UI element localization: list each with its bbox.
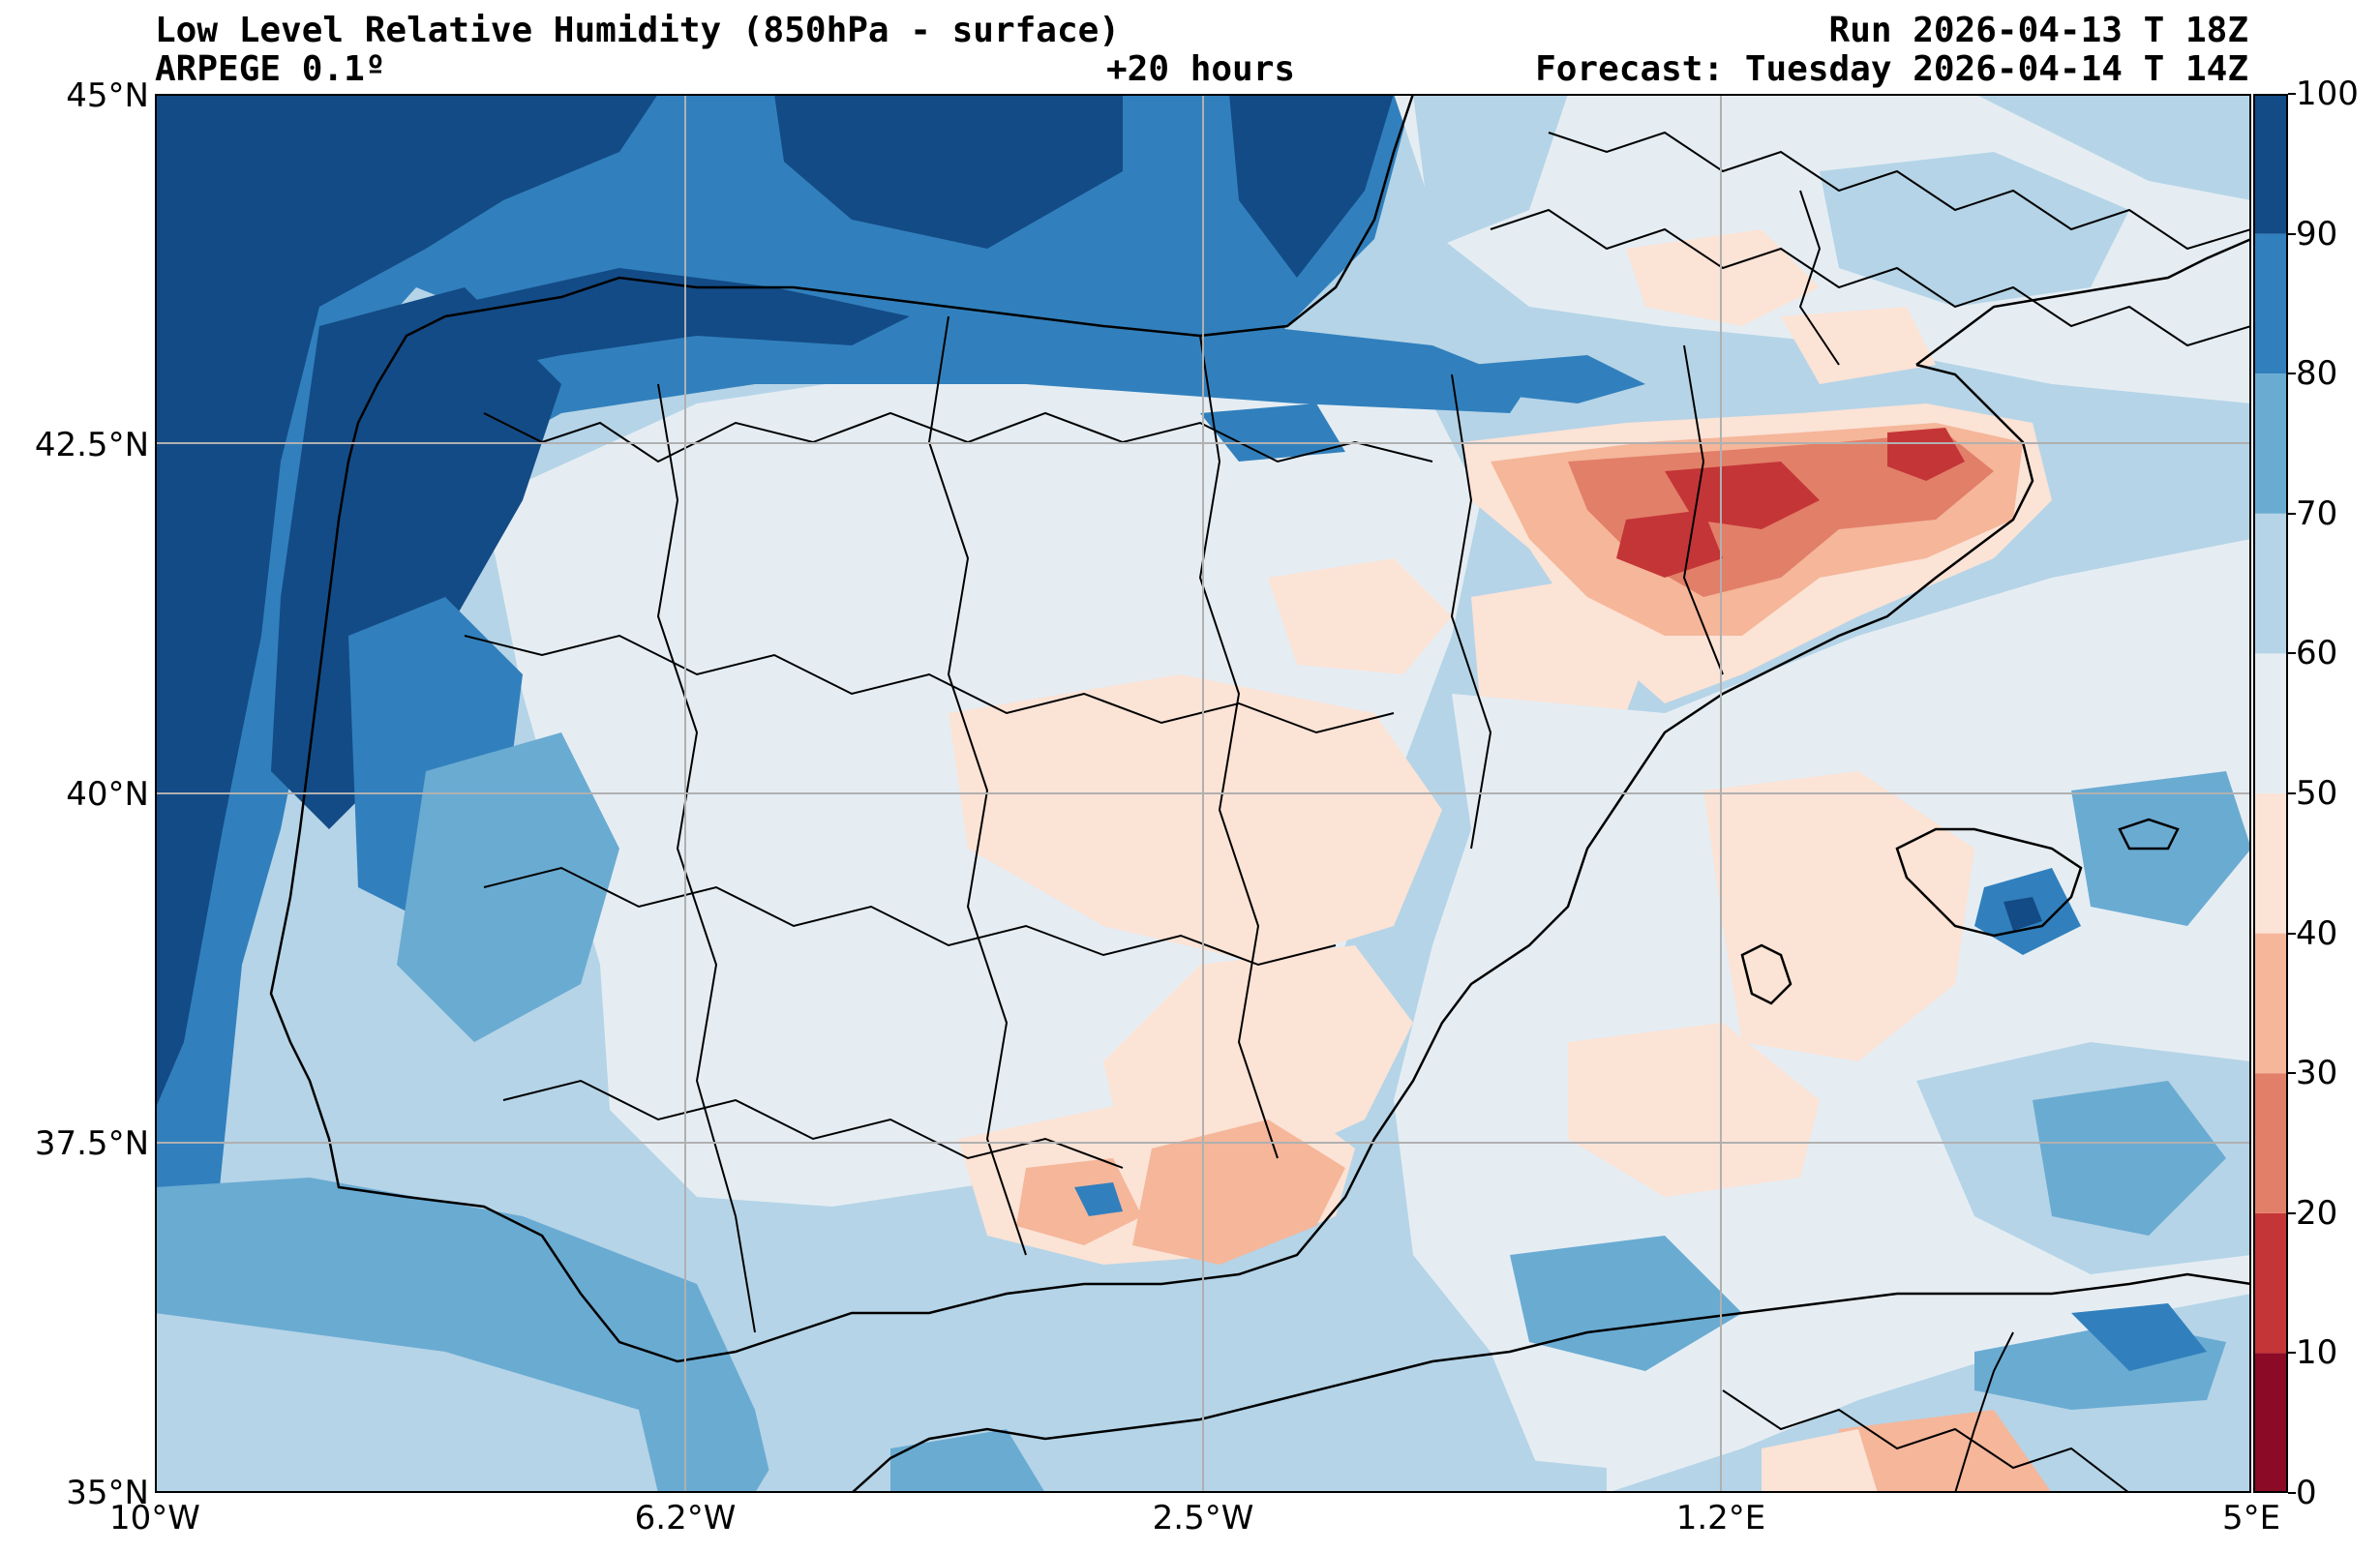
lat-label-40: 40°N bbox=[66, 775, 149, 814]
colorbar-tick-mark bbox=[2288, 652, 2296, 655]
colorbar-tick-label: 10 bbox=[2296, 1333, 2338, 1373]
colorbar-tick-label: 90 bbox=[2296, 214, 2338, 254]
model-label: ARPEGE 0.1º bbox=[155, 49, 386, 89]
colorbar-segment bbox=[2253, 513, 2288, 654]
map-title: Low Level Relative Humidity (850hPa - su… bbox=[155, 11, 1120, 50]
colorbar-segment bbox=[2253, 793, 2288, 934]
admin-borders bbox=[464, 131, 2251, 1493]
colorbar-tick-label: 100 bbox=[2296, 75, 2359, 113]
lat-label-35: 35°N bbox=[66, 1474, 149, 1512]
coastlines bbox=[269, 94, 2251, 1493]
colorbar-segment bbox=[2253, 1212, 2288, 1354]
colorbar-segment bbox=[2253, 1073, 2288, 1213]
colorbar-tick-mark bbox=[2288, 1352, 2296, 1355]
colorbar-tick-label: 70 bbox=[2296, 493, 2338, 533]
colorbar-segment bbox=[2253, 933, 2288, 1074]
colorbar bbox=[2253, 94, 2288, 1493]
run-label: Run 2026-04-13 T 18Z bbox=[1828, 11, 2248, 50]
colorbar-tick-label: 20 bbox=[2296, 1193, 2338, 1233]
colorbar-tick-mark bbox=[2288, 932, 2296, 935]
lon-label-2-5w: 2.5°W bbox=[1152, 1499, 1254, 1537]
colorbar-segment bbox=[2253, 373, 2288, 514]
colorbar-tick-mark bbox=[2288, 93, 2296, 95]
map-frame bbox=[155, 94, 2251, 1493]
colorbar-tick-mark bbox=[2288, 1211, 2296, 1214]
humidity-field-mediterranean bbox=[755, 539, 2251, 1493]
humidity-map bbox=[155, 94, 2251, 1493]
colorbar-tick-label: 80 bbox=[2296, 354, 2338, 394]
colorbar-segment bbox=[2253, 1353, 2288, 1493]
colorbar-tick-mark bbox=[2288, 1072, 2296, 1075]
colorbar-tick-label: 0 bbox=[2296, 1474, 2317, 1512]
colorbar-segment bbox=[2253, 233, 2288, 374]
colorbar-frame bbox=[2253, 94, 2288, 1493]
lon-label-6-2w: 6.2°W bbox=[634, 1499, 737, 1537]
colorbar-segment bbox=[2253, 94, 2288, 234]
colorbar-tick-mark bbox=[2288, 512, 2296, 515]
forecast-label: Forecast: Tuesday 2026-04-14 T 14Z bbox=[1535, 49, 2248, 89]
humidity-field-land bbox=[271, 94, 2251, 1265]
colorbar-tick-label: 30 bbox=[2296, 1054, 2338, 1093]
lead-time-label: +20 hours bbox=[1106, 49, 1296, 89]
lon-label-1-2e: 1.2°E bbox=[1675, 1499, 1766, 1537]
colorbar-tick-label: 60 bbox=[2296, 634, 2338, 673]
gridlines bbox=[155, 94, 2251, 1493]
lat-label-45: 45°N bbox=[66, 76, 149, 115]
colorbar-tick-label: 40 bbox=[2296, 913, 2338, 953]
colorbar-tick-mark bbox=[2288, 373, 2296, 375]
colorbar-tick-mark bbox=[2288, 232, 2296, 235]
colorbar-tick-mark bbox=[2288, 792, 2296, 794]
lon-label-5e: 5°E bbox=[2221, 1499, 2281, 1537]
colorbar-segment bbox=[2253, 653, 2288, 793]
lat-label-37-5: 37.5°N bbox=[34, 1124, 149, 1163]
colorbar-tick-mark bbox=[2288, 1492, 2296, 1494]
lon-label-10w: 10°W bbox=[109, 1499, 200, 1537]
colorbar-tick-label: 50 bbox=[2296, 774, 2338, 813]
lat-label-42-5: 42.5°N bbox=[34, 426, 149, 464]
